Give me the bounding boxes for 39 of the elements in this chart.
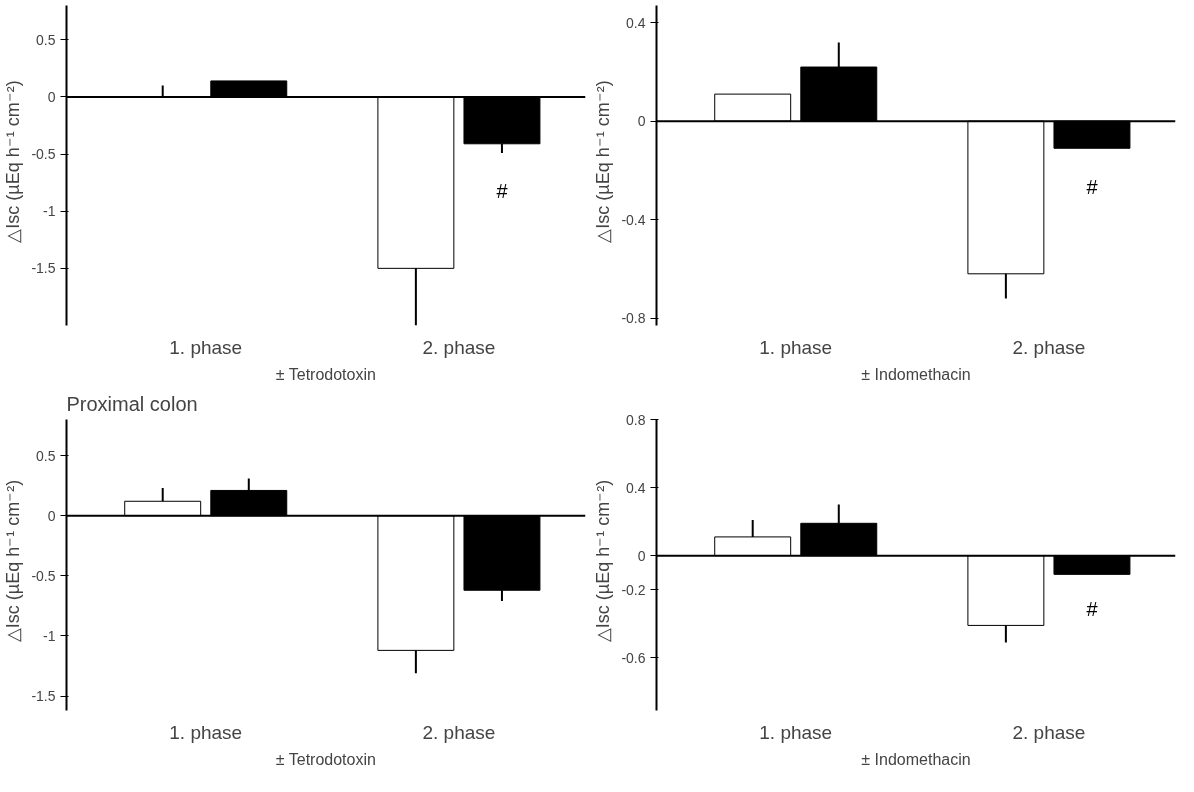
y-tick-label: 0 xyxy=(47,507,56,524)
x-tick-label: 1. phase xyxy=(169,721,243,743)
y-tick-label: 0 xyxy=(47,88,56,105)
y-tick-label: -0.2 xyxy=(621,581,646,598)
y-tick-label: 0.5 xyxy=(36,447,56,464)
x-axis-title: ± Indomethacin xyxy=(861,750,971,768)
y-tick-label: -1 xyxy=(43,627,56,644)
chart-title: Proximal colon xyxy=(66,392,198,415)
y-tick-label: 0.5 xyxy=(36,31,56,48)
y-tick-label: -0.5 xyxy=(31,146,56,163)
annotation: # xyxy=(1086,175,1099,198)
y-tick-label: 0.8 xyxy=(626,411,646,428)
x-tick-label: 2. phase xyxy=(1012,336,1086,358)
y-tick-label: -1 xyxy=(43,203,56,220)
annotation: # xyxy=(1086,598,1099,621)
x-tick-label: 1. phase xyxy=(759,721,833,743)
y-axis-title: △Isc (µEq h⁻¹ cm⁻²) xyxy=(593,479,614,643)
x-tick-label: 2. phase xyxy=(422,721,496,743)
y-tick-label: -0.5 xyxy=(31,567,56,584)
y-tick-label: -1.5 xyxy=(31,688,56,705)
y-axis-title: △Isc (µEq h⁻¹ cm⁻²) xyxy=(3,80,24,243)
x-tick-label: 1. phase xyxy=(169,336,243,358)
y-tick-label: 0 xyxy=(637,113,646,130)
x-axis-title: ± Indomethacin xyxy=(861,365,971,383)
x-axis-title: ± Tetrodotoxin xyxy=(275,750,376,768)
x-tick-label: 2. phase xyxy=(422,336,496,358)
x-axis-title: ± Tetrodotoxin xyxy=(275,365,376,383)
x-tick-label: 1. phase xyxy=(759,336,833,358)
annotation: # xyxy=(496,180,509,203)
y-tick-label: -0.4 xyxy=(621,211,646,228)
y-tick-label: -0.6 xyxy=(621,649,646,666)
y-axis-title: △Isc (µEq h⁻¹ cm⁻²) xyxy=(593,80,614,243)
y-tick-label: 0.4 xyxy=(626,14,646,31)
y-tick-label: -0.8 xyxy=(621,310,646,327)
x-tick-label: 2. phase xyxy=(1012,721,1086,743)
y-axis-title: △Isc (µEq h⁻¹ cm⁻²) xyxy=(3,479,24,643)
y-tick-label: 0 xyxy=(637,547,646,564)
y-tick-label: 0.4 xyxy=(626,479,646,496)
y-tick-label: -1.5 xyxy=(31,260,56,277)
